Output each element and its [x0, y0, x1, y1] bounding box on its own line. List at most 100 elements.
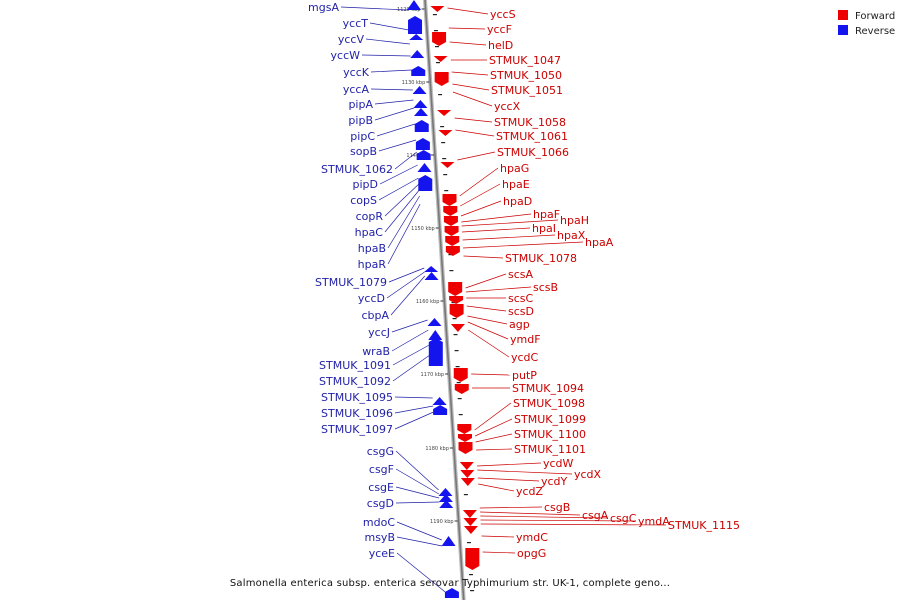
gene-label-hpag: hpaG — [500, 162, 529, 175]
leader-line-stmuk-1079 — [388, 267, 425, 283]
leader-line-pipd — [379, 164, 418, 185]
gene-labels: mgsA yccT yccV yccW yccK yccA pipA pipB pipC sopB… — [308, 1, 740, 560]
axis-dash — [438, 94, 443, 96]
axis-dash — [453, 334, 458, 336]
gene-label-ycdz: ycdZ — [516, 485, 544, 498]
gene-label-pipb: pipB — [348, 114, 373, 127]
gene-label-ycdx: ycdX — [574, 468, 602, 481]
forward-gene-glyph — [459, 462, 474, 470]
forward-gene-glyph — [430, 6, 445, 12]
leader-line-ycee — [396, 552, 446, 593]
gene-label-hpad: hpaD — [503, 195, 532, 208]
reverse-gene-glyph — [432, 397, 447, 405]
kbp-tick-label: 1150 kbp — [411, 226, 435, 232]
legend: Forward Reverse — [838, 10, 895, 37]
gene-label-cops: copS — [350, 194, 377, 207]
axis-dash — [448, 254, 453, 256]
leader-line-stmuk-1078 — [463, 255, 504, 259]
genome-caption: Salmonella enterica subsp. enterica sero… — [229, 578, 671, 589]
gene-label-stmuk-1079: STMUK_1079 — [315, 276, 387, 289]
leader-line-hpad — [460, 200, 502, 217]
forward-gene-glyph — [449, 296, 464, 304]
reverse-gene-glyph — [418, 175, 433, 191]
forward-gene-glyph — [453, 368, 468, 382]
forward-gene-glyph — [445, 236, 460, 246]
gene-label-agp: agp — [509, 318, 530, 331]
axis-dash — [463, 494, 468, 496]
gene-label-held: helD — [488, 39, 513, 52]
gene-label-pipc: pipC — [350, 130, 375, 143]
gene-label-stmuk-1061: STMUK_1061 — [496, 130, 568, 143]
gene-label-pipa: pipA — [348, 98, 373, 111]
leader-line-stmuk-1095 — [394, 396, 433, 399]
gene-label-hpah: hpaH — [560, 214, 589, 227]
forward-gene-glyph — [438, 130, 453, 136]
leader-line-yccw — [361, 54, 411, 57]
gene-label-scsa: scsA — [508, 268, 534, 281]
leader-line-yccv — [365, 38, 410, 45]
forward-gene-glyph — [462, 510, 477, 518]
gene-label-hpae: hpaE — [502, 178, 530, 191]
gene-label-csgd: csgD — [367, 497, 394, 510]
leader-line-hpah — [461, 219, 559, 227]
forward-gene-glyph — [432, 32, 447, 46]
leader-line-putp — [471, 373, 511, 376]
leader-line-stmuk-1058 — [454, 117, 493, 123]
leader-line-yccj — [391, 319, 428, 333]
leader-line-ycdy — [477, 477, 540, 482]
reverse-gene-glyph — [412, 86, 427, 94]
gene-label-stmuk-1051: STMUK_1051 — [491, 84, 563, 97]
reverse-gene-glyph — [409, 34, 424, 40]
gene-label-stmuk-1101: STMUK_1101 — [514, 443, 586, 456]
leader-line-scsd — [466, 305, 507, 312]
leader-line-ycct — [369, 22, 409, 31]
leader-line-hpac — [384, 189, 420, 233]
gene-label-csgg: csgG — [367, 445, 394, 458]
gene-label-hpax: hpaX — [557, 229, 586, 242]
leader-line-hpax — [462, 234, 556, 241]
leader-line-yccd — [386, 271, 425, 299]
leader-line-hpag — [459, 167, 499, 197]
gene-label-yccd: yccD — [358, 292, 385, 305]
gene-label-csga: csgA — [582, 509, 609, 522]
leader-line-hpai — [461, 227, 531, 233]
gene-label-hpar: hpaR — [358, 258, 387, 271]
gene-label-hpac: hpaC — [355, 226, 384, 239]
axis-line — [424, 0, 465, 600]
leader-line-hpaf — [461, 213, 532, 223]
gene-label-csge: csgE — [368, 481, 394, 494]
axis-dash — [455, 366, 460, 368]
axis-dash — [449, 270, 454, 272]
leader-line-hpab — [387, 195, 420, 249]
axis-dash — [470, 590, 475, 592]
leader-line-stmuk-1091 — [392, 344, 430, 366]
gene-label-hpai: hpaI — [532, 222, 556, 235]
leader-line-copr — [384, 183, 420, 217]
reverse-gene-glyph — [441, 536, 456, 546]
leader-line-stmuk-1050 — [451, 71, 489, 76]
axis-dash — [451, 302, 456, 304]
legend-swatch-forward — [838, 10, 848, 20]
axis-dash — [442, 158, 447, 160]
forward-gene-glyph — [443, 216, 458, 226]
gene-label-stmuk-1091: STMUK_1091 — [319, 359, 391, 372]
leader-line-csgc — [480, 515, 609, 519]
legend-label-reverse: Reverse — [855, 26, 895, 37]
forward-gene-glyph — [442, 194, 457, 206]
leader-line-scsb — [465, 286, 532, 293]
reverse-gene-glyph — [415, 138, 430, 150]
forward-gene-glyph — [458, 442, 473, 454]
leader-line-pipb — [374, 107, 415, 121]
gene-label-stmuk-1058: STMUK_1058 — [494, 116, 566, 129]
leader-line-msyb — [396, 536, 443, 547]
reverse-gene-glyph — [408, 16, 423, 34]
reverse-gene-glyph — [407, 0, 421, 10]
gene-label-cbpa: cbpA — [361, 309, 389, 322]
forward-gene-glyph — [463, 526, 478, 534]
leader-line-stmuk-1115 — [480, 523, 667, 526]
gene-label-sopb: sopB — [350, 145, 377, 158]
gene-label-ycdc: ycdC — [511, 351, 539, 364]
reverse-gene-glyph — [416, 150, 431, 160]
leader-line-opgg — [482, 551, 516, 554]
